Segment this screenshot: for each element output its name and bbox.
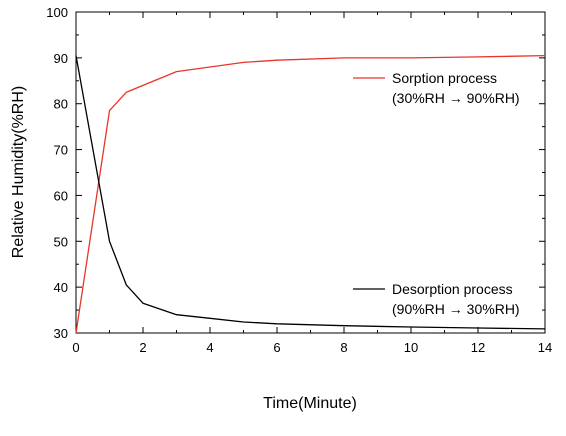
x-tick-label: 14	[538, 340, 552, 355]
legend-series-name: Desorption process	[392, 281, 513, 297]
x-tick-label: 4	[206, 340, 213, 355]
axis-ticks: 0 2 4 6 8 10 12 14 30 40 50 60 70 80 90 100	[46, 5, 552, 355]
legend-series-name: Sorption process	[392, 70, 497, 86]
y-tick-label: 90	[54, 51, 68, 66]
legend: Sorption process (30%RH → 90%RH) Desorptio…	[353, 70, 520, 317]
x-tick-label: 12	[471, 340, 485, 355]
x-tick-label: 10	[404, 340, 418, 355]
y-tick-label: 30	[54, 326, 68, 341]
series-line-sorption	[75, 54, 546, 334]
y-tick-label: 40	[54, 280, 68, 295]
y-tick-label: 80	[54, 97, 68, 112]
x-axis-title: Time(Minute)	[263, 395, 357, 412]
y-tick-label: 50	[54, 234, 68, 249]
x-tick-label: 0	[72, 340, 79, 355]
series-line-desorption	[75, 55, 546, 330]
y-axis-title: Relative Humidity(%RH)	[10, 86, 27, 258]
x-tick-label: 6	[273, 340, 280, 355]
series-lines	[75, 54, 546, 334]
x-tick-label: 2	[139, 340, 146, 355]
y-tick-label: 60	[54, 188, 68, 203]
x-tick-label: 8	[340, 340, 347, 355]
legend-series-condition: (90%RH → 30%RH)	[392, 301, 520, 317]
legend-series-condition: (30%RH → 90%RH)	[392, 90, 520, 106]
y-tick-label: 100	[46, 5, 68, 20]
y-tick-label: 70	[54, 143, 68, 158]
